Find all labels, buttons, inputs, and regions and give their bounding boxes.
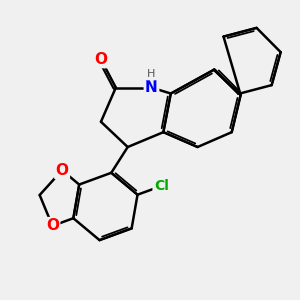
- Text: H: H: [147, 69, 156, 79]
- Text: O: O: [46, 218, 59, 233]
- Text: O: O: [56, 163, 69, 178]
- Text: O: O: [94, 52, 107, 67]
- Text: Cl: Cl: [154, 179, 169, 193]
- Text: N: N: [145, 80, 158, 95]
